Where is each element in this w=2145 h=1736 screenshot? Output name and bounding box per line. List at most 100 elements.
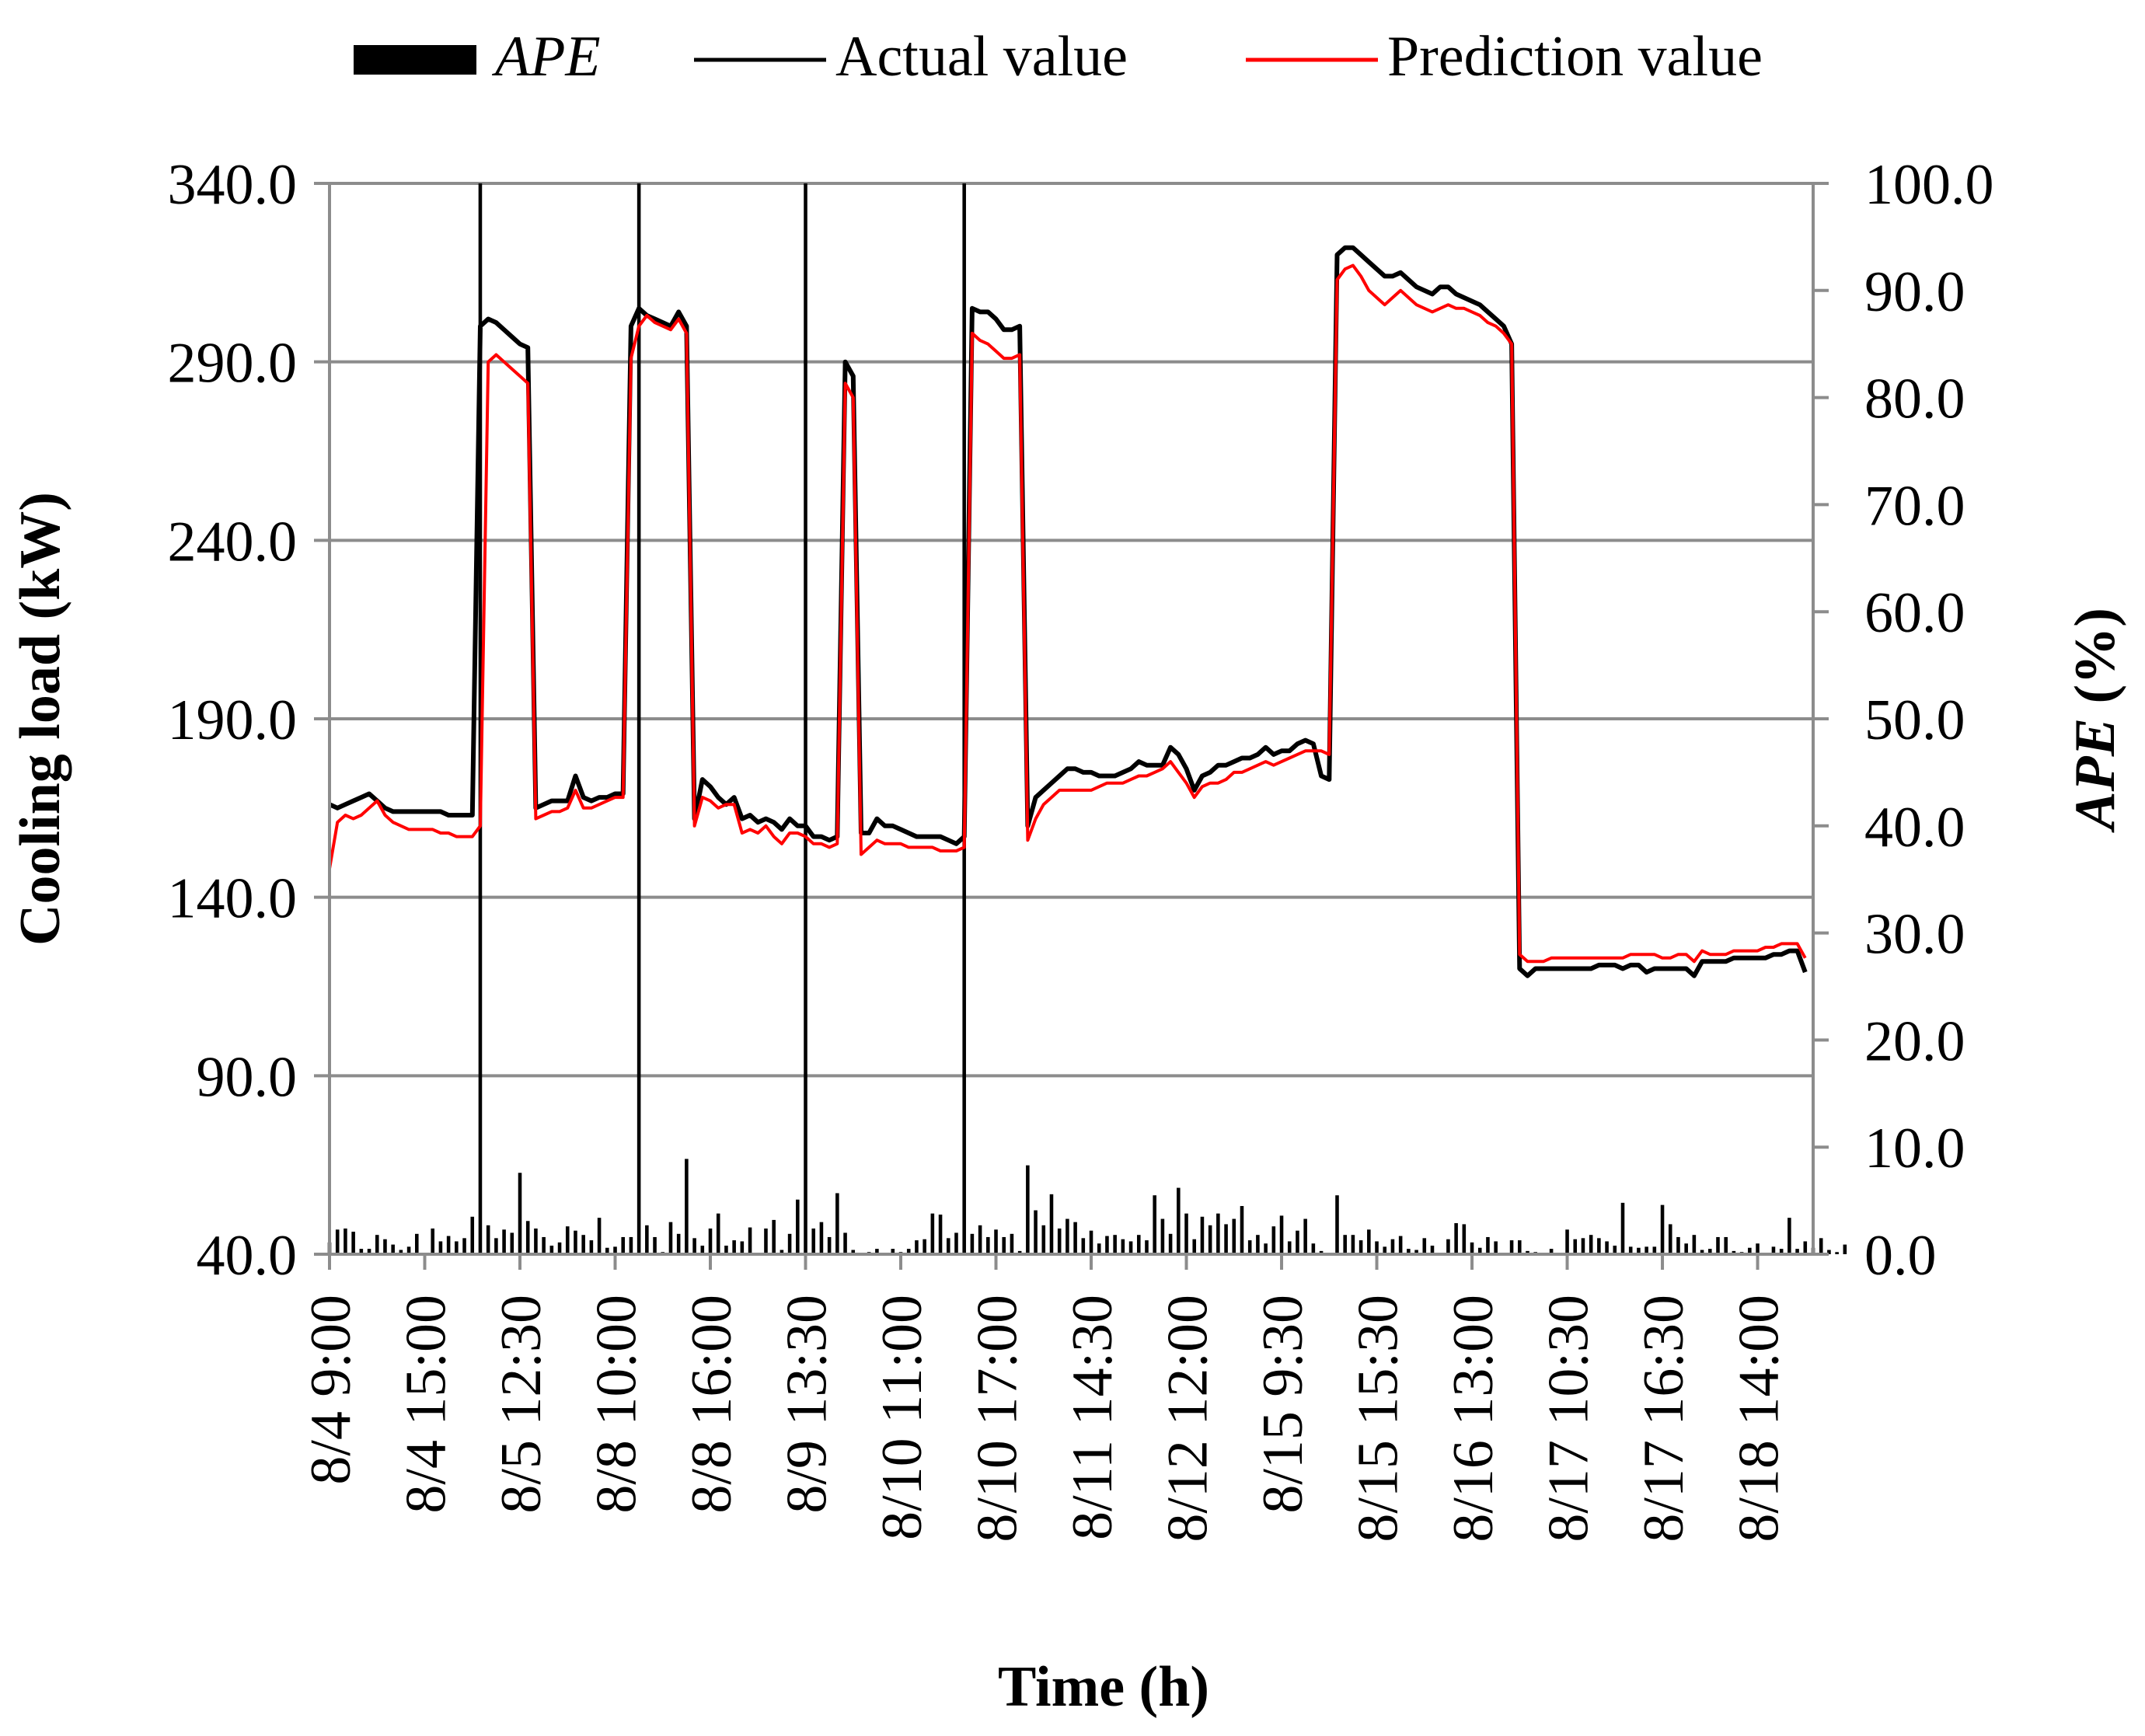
left-tick-label: 290.0 [168, 332, 298, 396]
ape-bar [1843, 1244, 1847, 1254]
ape-bar [1097, 1243, 1101, 1254]
ape-bar [525, 1221, 530, 1254]
ape-bar [1668, 1224, 1672, 1254]
ape-bar [732, 1240, 736, 1254]
ape-bar [653, 1236, 657, 1254]
ape-bar [906, 1249, 911, 1254]
ape-bar [534, 1228, 538, 1254]
ape-bar [1835, 1252, 1839, 1254]
ape-bar [1589, 1235, 1593, 1254]
ape-bar [1128, 1241, 1133, 1254]
ape-bar [1240, 1205, 1244, 1254]
ape-bar [1605, 1241, 1609, 1254]
ape-bar [1319, 1250, 1324, 1254]
left-tick-label: 90.0 [197, 1045, 298, 1109]
ape-bar [1462, 1224, 1467, 1254]
ape-bar [764, 1228, 768, 1254]
ape-bar [930, 1213, 935, 1254]
axes [314, 182, 1829, 1270]
right-tick-label: 100.0 [1864, 153, 1994, 217]
ape-bar [637, 183, 641, 1254]
ape-bar [406, 1246, 411, 1254]
ape-bar [1066, 1218, 1069, 1254]
prediction-value-line [328, 263, 1807, 964]
x-tick-label: 8/16 13:00 [1442, 1295, 1505, 1543]
ape-bar [676, 1233, 681, 1254]
ape-bar [819, 1222, 824, 1254]
ape-bar [1446, 1239, 1450, 1254]
ape-bar [1256, 1235, 1260, 1254]
ape-bar [1597, 1238, 1601, 1254]
ape-bar [1724, 1236, 1728, 1254]
ape-bar [605, 1247, 609, 1254]
ape-bar [716, 1213, 720, 1254]
ape-bar [1375, 1241, 1379, 1254]
ape-bar [478, 183, 483, 1254]
ape-bar [1153, 1195, 1156, 1254]
ape-bar [1017, 1250, 1022, 1254]
ape-bar [811, 1228, 816, 1254]
ape-bar [1422, 1238, 1427, 1254]
ape-bar [510, 1232, 514, 1254]
ape-bar [780, 1250, 784, 1254]
ape-bar [978, 1225, 982, 1254]
ape-bar [1034, 1210, 1038, 1254]
right-tick-label: 0.0 [1864, 1224, 1937, 1288]
ape-bar [1010, 1233, 1014, 1254]
actual-value-line [328, 245, 1808, 978]
ape-bar [557, 1242, 562, 1254]
ape-bar [494, 1238, 498, 1254]
ape-bar [1208, 1225, 1212, 1254]
ape-bar [1200, 1216, 1205, 1254]
ape-bar [1192, 1239, 1197, 1254]
ape-bar [1549, 1249, 1554, 1254]
ape-bar [446, 1236, 451, 1254]
ape-bar [923, 1239, 926, 1254]
ape-bar [708, 1228, 713, 1254]
ape-bar [1477, 1247, 1482, 1254]
ape-bar [1383, 1246, 1387, 1254]
ape-bar [502, 1229, 506, 1254]
ape-bar [1073, 1222, 1077, 1254]
ape-bar [1271, 1226, 1276, 1254]
right-tick-label: 50.0 [1864, 688, 1965, 752]
ape-bar [1390, 1239, 1395, 1254]
right-axis-title: APE (%) [2063, 608, 2127, 833]
ape-bar [367, 1249, 371, 1254]
ape-bar [1136, 1235, 1141, 1254]
ape-bar [1628, 1246, 1633, 1254]
ape-bar [1414, 1250, 1418, 1254]
ape-bar [1216, 1213, 1220, 1254]
ape-bar [1287, 1241, 1292, 1254]
ape-bar [804, 183, 807, 1254]
x-axis-ticks: 8/4 9:00 8/4 15:00 8/5 12:30 8/8 10:00 8/8 1… [299, 1295, 1791, 1543]
ape-bar [827, 1236, 832, 1254]
x-tick-label: 8/8 16:00 [680, 1295, 744, 1514]
ape-bar [1224, 1224, 1228, 1254]
ape-bar [740, 1241, 745, 1254]
ape-bar [1089, 1230, 1093, 1254]
ape-bar [1343, 1235, 1347, 1254]
ape-bar [748, 1227, 752, 1254]
ape-bar [835, 1193, 839, 1254]
ape-bar [645, 1225, 649, 1254]
ape-bar [613, 1246, 617, 1254]
right-tick-label: 30.0 [1864, 903, 1965, 967]
ape-bar [565, 1226, 570, 1254]
left-axis-ticks: 340.0 290.0 240.0 190.0 140.0 90.0 40.0 [168, 153, 298, 1288]
ape-bar [851, 1250, 856, 1254]
x-tick-label: 8/4 9:00 [299, 1295, 363, 1485]
ape-bar [1430, 1245, 1435, 1254]
left-tick-label: 340.0 [168, 153, 298, 217]
x-tick-label: 8/18 14:00 [1728, 1295, 1791, 1543]
ape-bar [1470, 1242, 1474, 1254]
ape-bar [1565, 1229, 1569, 1254]
ape-bar [724, 1245, 728, 1254]
ape-bar [1573, 1239, 1578, 1254]
ape-bar [1771, 1246, 1776, 1254]
ape-bar [518, 1173, 522, 1254]
ape-bar [1819, 1238, 1823, 1254]
ape-bar [1581, 1238, 1585, 1254]
